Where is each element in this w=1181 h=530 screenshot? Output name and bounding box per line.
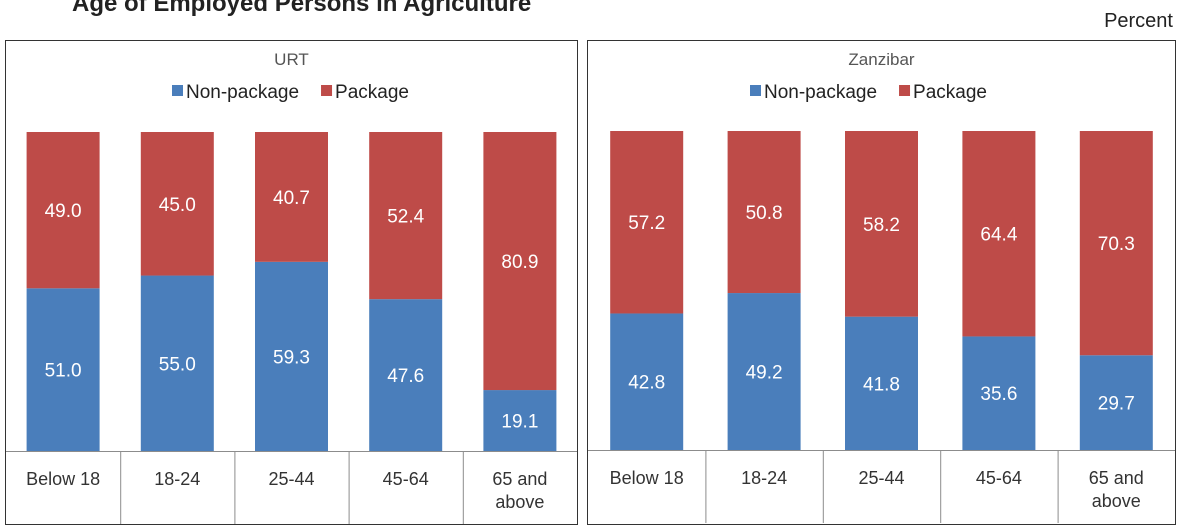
- bar-package-65-and-above: [1079, 131, 1153, 356]
- data-label-non-package-below-18: 42.8: [628, 373, 665, 394]
- data-label-package-65-and-above: 70.3: [1098, 234, 1135, 255]
- bar-non-package-18-24: [727, 293, 801, 450]
- legend-label-package: Package: [335, 82, 409, 103]
- bar-package-45-64: [369, 132, 443, 300]
- data-label-package-below-18: 57.2: [628, 213, 665, 234]
- data-label-non-package-18-24: 49.2: [746, 363, 783, 384]
- x-tick-label-65-and-above: 65 and above: [1089, 468, 1144, 511]
- bar-package-25-44: [255, 132, 328, 262]
- bar-package-25-44: [845, 131, 918, 317]
- data-label-non-package-65-and-above: 19.1: [501, 412, 538, 433]
- data-label-package-45-64: 52.4: [387, 207, 424, 228]
- bar-non-package-25-44: [845, 316, 918, 450]
- bar-non-package-65-and-above: [1079, 355, 1153, 450]
- chart-urt: URT Non-package Package 51.0 49.0 Below 18 55.…: [6, 50, 577, 524]
- legend-swatch-non-package: [750, 85, 761, 96]
- legend-label-non-package: Non-package: [764, 82, 877, 103]
- x-tick-label-25-44: 25-44: [858, 468, 904, 488]
- legend-swatch-package: [321, 85, 333, 96]
- bar-package-18-24: [140, 132, 214, 276]
- data-label-package-25-44: 58.2: [863, 215, 900, 236]
- bar-non-package-45-64: [962, 336, 1036, 450]
- x-tick-label-25-44: 25-44: [268, 469, 314, 489]
- x-tick-label-18-24: 18-24: [741, 468, 787, 488]
- bar-package-65-and-above: [483, 132, 557, 391]
- x-tick-label-65-and-above: 65 and above: [492, 469, 547, 512]
- data-label-package-18-24: 50.8: [746, 203, 783, 224]
- bar-non-package-below-18: [610, 313, 684, 450]
- unit-label: Percent: [1104, 10, 1173, 32]
- data-label-package-below-18: 49.0: [45, 201, 82, 222]
- bar-package-18-24: [727, 131, 801, 294]
- bar-non-package-18-24: [140, 275, 214, 451]
- data-label-package-65-and-above: 80.9: [501, 252, 538, 273]
- page-title: Age of Employed Persons in Agriculture: [72, 0, 532, 17]
- bar-package-below-18: [610, 131, 684, 314]
- legend-label-package: Package: [913, 82, 987, 103]
- chart-title: URT: [274, 50, 309, 69]
- data-label-package-45-64: 64.4: [980, 225, 1017, 246]
- chart-zanzibar: Zanzibar Non-package Package 42.8 57.2 Below …: [588, 50, 1175, 523]
- data-label-package-25-44: 40.7: [273, 188, 310, 209]
- data-label-package-18-24: 45.0: [159, 195, 196, 216]
- bar-non-package-25-44: [255, 261, 328, 451]
- chart-panel-urt: URT Non-package Package 51.0 49.0 Below 18 55.…: [5, 40, 578, 525]
- data-label-non-package-25-44: 41.8: [863, 374, 900, 395]
- bar-non-package-45-64: [369, 299, 443, 451]
- x-tick-label-45-64: 45-64: [383, 469, 429, 489]
- data-label-non-package-below-18: 51.0: [45, 361, 82, 382]
- legend-label-non-package: Non-package: [186, 82, 299, 103]
- data-label-non-package-65-and-above: 29.7: [1098, 394, 1135, 415]
- legend-swatch-non-package: [172, 85, 183, 96]
- chart-title: Zanzibar: [848, 50, 914, 69]
- data-label-non-package-18-24: 55.0: [159, 354, 196, 375]
- data-label-non-package-45-64: 47.6: [387, 366, 424, 387]
- x-tick-label-below-18: Below 18: [26, 469, 100, 489]
- data-label-non-package-25-44: 59.3: [273, 347, 310, 368]
- x-tick-label-45-64: 45-64: [976, 468, 1022, 488]
- x-tick-label-18-24: 18-24: [154, 469, 200, 489]
- bar-non-package-below-18: [26, 288, 100, 451]
- chart-panel-zanzibar: Zanzibar Non-package Package 42.8 57.2 Below …: [587, 40, 1176, 525]
- legend-swatch-package: [899, 85, 911, 96]
- x-tick-label-below-18: Below 18: [610, 468, 684, 488]
- data-label-non-package-45-64: 35.6: [980, 384, 1017, 405]
- bar-package-below-18: [26, 132, 100, 289]
- bar-package-45-64: [962, 131, 1036, 337]
- bar-non-package-65-and-above: [483, 390, 557, 451]
